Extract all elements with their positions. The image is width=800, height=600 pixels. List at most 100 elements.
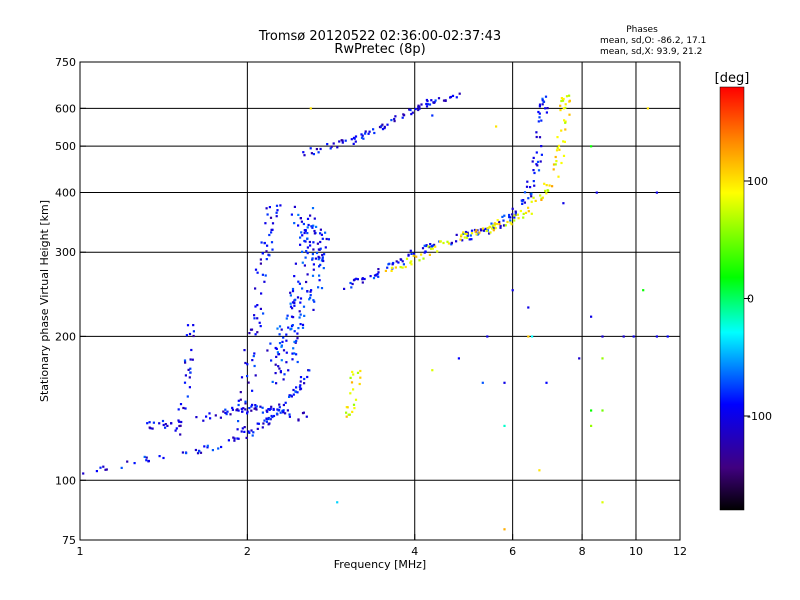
scatter-point [513, 219, 516, 222]
scatter-point [261, 406, 264, 409]
scatter-point [562, 140, 565, 143]
scatter-point [293, 222, 296, 225]
scatter-point [455, 240, 458, 243]
scatter-point [423, 244, 426, 247]
scatter-point [314, 257, 317, 260]
scatter-point [513, 216, 516, 219]
scatter-point [437, 97, 441, 100]
scatter-point [430, 245, 434, 248]
scatter-point [251, 434, 254, 437]
scatter-point [286, 409, 289, 412]
scatter-point [351, 370, 354, 373]
scatter-point [217, 447, 220, 450]
y-tick-label: 750 [55, 56, 76, 69]
scatter-point [410, 113, 413, 116]
scatter-point [560, 99, 563, 103]
scatter-point [279, 370, 282, 373]
scatter-point [303, 314, 306, 317]
scatter-point [432, 101, 436, 104]
scatter-point [206, 444, 209, 447]
scatter-point [562, 107, 565, 110]
scatter-point [364, 130, 367, 133]
scatter-point [253, 314, 256, 317]
scatter-point [393, 117, 396, 121]
scatter-point [502, 224, 506, 227]
scatter-point [564, 128, 567, 131]
scatter-point [321, 256, 324, 259]
scatter-point [540, 153, 543, 156]
scatter-point [436, 250, 439, 253]
scatter-point [395, 260, 398, 263]
scatter-point [360, 133, 363, 136]
scatter-point [495, 125, 498, 128]
scatter-point [290, 395, 293, 398]
scatter-point [486, 335, 489, 338]
scatter-point [188, 386, 191, 389]
scatter-point [311, 274, 315, 277]
scatter-point [399, 258, 402, 261]
scatter-point [345, 411, 348, 414]
scatter-point [526, 180, 529, 183]
scatter-point [309, 290, 312, 293]
scatter-point [537, 169, 541, 172]
scatter-point [254, 404, 257, 407]
scatter-point [322, 259, 325, 263]
scatter-point [655, 335, 658, 338]
scatter-point [177, 408, 180, 411]
scatter-point [455, 96, 458, 99]
scatter-point [434, 245, 437, 248]
scatter-point [481, 227, 484, 230]
scatter-point [521, 200, 524, 203]
scatter-point [321, 253, 324, 257]
scatter-point [391, 262, 394, 265]
scatter-point [503, 424, 506, 427]
scatter-point [531, 160, 534, 163]
scatter-point [184, 361, 187, 364]
scatter-point [297, 418, 300, 421]
scatter-point [499, 226, 502, 229]
scatter-point [266, 213, 269, 216]
scatter-point [381, 123, 384, 126]
scatter-point [293, 330, 296, 333]
scatter-point [503, 381, 506, 384]
scatter-point [285, 317, 288, 320]
scatter-point [352, 142, 355, 145]
scatter-point [538, 136, 542, 139]
scatter-point [410, 252, 413, 255]
scatter-point [265, 258, 268, 261]
scatter-point [601, 409, 604, 412]
scatter-point [439, 240, 442, 243]
scatter-point [195, 416, 198, 419]
scatter-point [266, 349, 269, 352]
scatter-point [293, 304, 296, 307]
scatter-point [255, 405, 258, 408]
scatter-point [554, 155, 557, 159]
scatter-point [381, 128, 385, 131]
scatter-point [285, 361, 288, 364]
scatter-point [253, 352, 256, 355]
scatter-point [516, 213, 519, 216]
scatter-point [450, 243, 453, 246]
scatter-point [533, 171, 536, 175]
scatter-point [350, 381, 354, 384]
scatter-point [309, 214, 312, 217]
scatter-point [303, 239, 306, 243]
grid-lines [80, 62, 680, 540]
scatter-point [297, 224, 300, 227]
scatter-point [317, 255, 320, 258]
scatter-point [265, 207, 268, 210]
scatter-point [278, 333, 281, 336]
scatter-point [247, 381, 250, 384]
scatter-point [312, 299, 315, 302]
scatter-point [151, 427, 154, 430]
scatter-point [248, 332, 251, 335]
scatter-point [178, 424, 181, 428]
scatter-point [356, 371, 360, 374]
scatter-point [551, 185, 554, 188]
scatter-point [409, 108, 412, 112]
scatter-point [482, 229, 485, 232]
scatter-point [350, 138, 353, 141]
scatter-point [291, 301, 295, 304]
scatter-point [343, 287, 346, 290]
scatter-point [244, 400, 247, 403]
